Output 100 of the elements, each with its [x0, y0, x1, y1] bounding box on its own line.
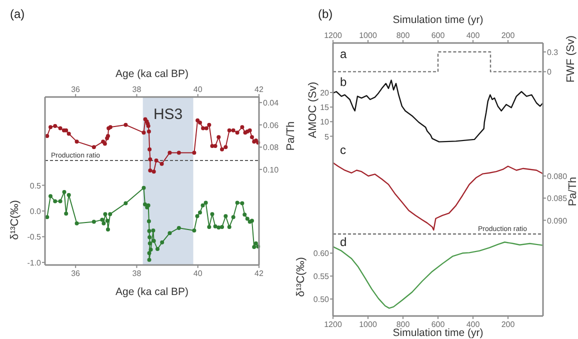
point: [252, 245, 256, 249]
point: [106, 228, 110, 232]
x-axis-title: Simulation time (yr): [392, 327, 484, 339]
point: [196, 118, 200, 122]
point: [148, 168, 152, 173]
point: [195, 214, 200, 218]
point: [168, 231, 172, 236]
x-tick-label: 36: [71, 85, 81, 94]
point: [160, 240, 164, 244]
point: [58, 199, 62, 204]
point: [210, 144, 214, 148]
point: [106, 134, 110, 138]
point: [213, 224, 218, 228]
point: [142, 130, 146, 135]
point: [216, 225, 221, 230]
point: [148, 157, 152, 162]
y-axis-title: AMOC (Sv): [307, 82, 319, 138]
point: [242, 212, 247, 217]
y-tick-label: 0.080: [547, 172, 568, 181]
point: [224, 145, 228, 150]
point: [58, 126, 62, 130]
point: [148, 147, 152, 152]
point: [192, 228, 196, 233]
point: [200, 203, 205, 208]
y-tick-label: 0.55: [313, 272, 330, 282]
y-tick-label: 0.085: [547, 194, 568, 204]
point: [48, 125, 53, 130]
y-tick-label: 0.08: [263, 143, 280, 152]
point: [176, 226, 181, 230]
point: [146, 219, 151, 224]
y-axis-title: FWF (Sv): [565, 35, 577, 83]
point: [198, 120, 202, 125]
x-tick-label: 36: [71, 269, 81, 278]
point: [148, 248, 153, 252]
point: [192, 150, 196, 155]
x-tick-label: 1000: [359, 320, 378, 329]
point: [48, 194, 53, 198]
x-tick-label: 400: [466, 31, 480, 40]
y-tick-label: 0.60: [313, 249, 330, 258]
point: [142, 186, 146, 190]
x-tick-label: 1000: [359, 31, 378, 40]
point: [210, 212, 214, 216]
y-tick-label: 0.3: [547, 48, 559, 57]
x-tick-label: 38: [132, 269, 142, 278]
annotation: d: [340, 235, 347, 249]
point: [227, 128, 232, 132]
point: [220, 147, 224, 152]
text: (b): [318, 7, 333, 21]
point: [105, 218, 110, 223]
point: [151, 228, 156, 233]
y-tick-label: -1.0: [27, 258, 42, 268]
y-tick-label: 0.090: [547, 216, 568, 226]
point: [74, 140, 79, 144]
point: [235, 200, 240, 205]
x-tick-label: 42: [254, 85, 264, 94]
point: [124, 201, 128, 206]
point: [220, 224, 224, 229]
point: [156, 247, 160, 252]
x-tick-label: 42: [254, 269, 264, 278]
point: [224, 214, 228, 218]
point: [201, 126, 206, 130]
point: [53, 124, 58, 128]
annotation: a: [340, 47, 347, 61]
point: [66, 193, 71, 198]
y-tick-label: -0.5: [27, 232, 42, 242]
point: [207, 224, 212, 229]
y-tick-label: 0.0: [30, 207, 42, 216]
point: [103, 212, 108, 216]
point: [204, 200, 208, 205]
point: [245, 216, 250, 221]
y-tick-label: 15: [320, 103, 330, 112]
y-axis-title: Pa/Th: [285, 121, 297, 151]
x-tick-label: 800: [396, 31, 410, 40]
point: [152, 170, 156, 174]
point: [100, 218, 104, 222]
y-axis-title: δ¹³C(‰): [9, 200, 21, 240]
x-tick-label: 1200: [324, 320, 342, 329]
annotation: c: [340, 143, 346, 157]
y-tick-label: 0.10: [263, 165, 280, 174]
y-tick-label: 0.5: [30, 181, 42, 190]
point: [147, 258, 152, 262]
point: [254, 241, 258, 246]
x-tick-label: 1200: [324, 31, 342, 40]
point: [102, 221, 106, 226]
point: [53, 199, 58, 204]
point: [160, 162, 164, 166]
point: [250, 135, 254, 140]
x-tick-label: 38: [132, 85, 142, 94]
point: [142, 202, 147, 206]
y-axis-title: δ¹³C(‰): [295, 257, 307, 297]
line-series: [332, 162, 544, 231]
x-tick-label: 600: [431, 320, 446, 329]
point: [147, 229, 152, 234]
point: [146, 130, 151, 134]
point: [154, 158, 158, 163]
point: [231, 215, 236, 220]
point: [74, 221, 79, 226]
point: [240, 125, 244, 130]
y-tick-label: 0: [547, 68, 552, 77]
y-tick-label: 0.04: [263, 98, 280, 108]
